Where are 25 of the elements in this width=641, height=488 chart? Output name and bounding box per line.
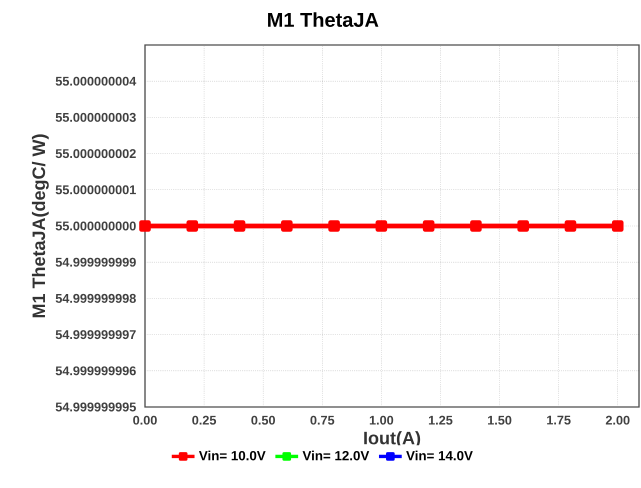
y-tick-label: 55.000000001 xyxy=(56,185,136,194)
y-tick-label: 55.000000002 xyxy=(56,149,136,158)
x-tick-label: 1.00 xyxy=(370,416,394,425)
y-tick-label: 55.000000004 xyxy=(56,76,136,86)
x-tick-label: 0.50 xyxy=(251,416,275,425)
x-tick-label: 0.00 xyxy=(133,416,157,425)
y-tick-label: 55.000000000 xyxy=(56,222,136,230)
y-tick-label: 54.999999997 xyxy=(56,330,136,340)
x-tick-label: 0.25 xyxy=(192,416,216,425)
chart-title: M1 ThetaJA xyxy=(268,12,378,27)
x-tick-label: 1.75 xyxy=(547,416,571,425)
legend-label: Vin= 14.0V xyxy=(406,450,473,460)
x-tick-label: 1.50 xyxy=(488,416,512,425)
x-tick-label: 2.00 xyxy=(606,416,630,425)
y-tick-label: 54.999999996 xyxy=(56,366,136,376)
legend-label: Vin= 12.0V xyxy=(302,450,370,460)
y-tick-label: 54.999999995 xyxy=(56,402,136,412)
y-tick-label: 55.000000003 xyxy=(56,112,136,122)
legend-label: Vin= 10.0V xyxy=(198,450,266,460)
x-axis-title: Iout(A) xyxy=(364,431,420,448)
y-tick-label: 54.999999998 xyxy=(56,294,136,303)
x-tick-label: 0.75 xyxy=(310,416,334,425)
x-tick-label: 1.25 xyxy=(428,416,452,425)
y-axis-title: M1 ThetaJA(degC/ W) xyxy=(32,134,49,318)
y-tick-label: 54.999999999 xyxy=(56,258,136,267)
